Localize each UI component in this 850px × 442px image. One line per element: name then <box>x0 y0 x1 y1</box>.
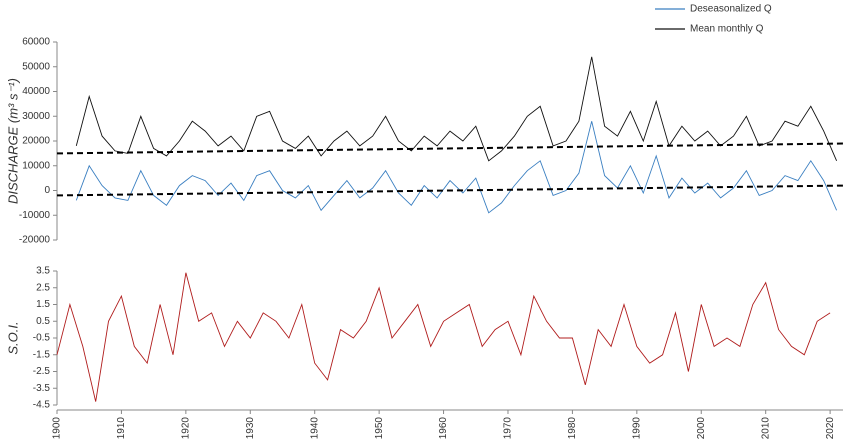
y-tick-label: 3.5 <box>36 266 50 277</box>
y-axis-title: DISCHARGE (m³ s⁻¹) <box>5 78 20 204</box>
y-tick-label: 1.5 <box>36 299 50 310</box>
trend-line <box>56 184 844 197</box>
x-tick-label: 1960 <box>438 417 449 440</box>
y-tick-label: -1.5 <box>33 349 51 360</box>
y-tick-label: -10000 <box>19 210 51 221</box>
y-tick-label: 2.5 <box>36 282 50 293</box>
x-tick-label: 2020 <box>825 417 836 440</box>
x-tick-label: 2010 <box>760 417 771 440</box>
series-line <box>75 121 838 214</box>
x-tick-label: 1920 <box>180 417 191 440</box>
x-tick-label: 1970 <box>503 417 514 440</box>
y-tick-label: 10000 <box>22 160 50 171</box>
y-tick-label: 40000 <box>22 86 50 97</box>
series-line <box>75 56 838 162</box>
x-tick-label: 1950 <box>374 417 385 440</box>
y-tick-label: 30000 <box>22 111 50 122</box>
y-tick-label: 20000 <box>22 136 50 147</box>
y-tick-label: 50000 <box>22 61 50 72</box>
series-line <box>56 272 831 402</box>
y-tick-label: 60000 <box>22 37 50 48</box>
x-tick-label: 1930 <box>245 417 256 440</box>
x-tick-label: 2000 <box>696 417 707 440</box>
legend-label: Mean monthly Q <box>690 24 764 35</box>
y-tick-label: -0.5 <box>33 333 51 344</box>
x-tick-label: 1910 <box>116 417 127 440</box>
y-tick-label: 0.5 <box>36 316 50 327</box>
x-tick-label: 1980 <box>567 417 578 440</box>
y-tick-label: -20000 <box>19 235 51 246</box>
y-tick-label: -3.5 <box>33 383 51 394</box>
x-tick-label: 1990 <box>631 417 642 440</box>
y-axis-title: S.O.I. <box>5 321 20 354</box>
legend-label: Deseasonalized Q <box>690 4 772 15</box>
trend-line <box>56 142 844 155</box>
y-tick-label: -2.5 <box>33 366 51 377</box>
y-tick-label: -4.5 <box>33 400 51 411</box>
x-tick-label: 1940 <box>309 417 320 440</box>
y-tick-label: 0 <box>44 185 50 196</box>
x-tick-label: 1900 <box>52 417 63 440</box>
